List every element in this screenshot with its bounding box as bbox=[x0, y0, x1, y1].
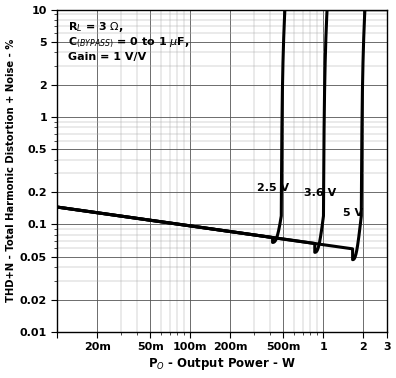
Text: 3.6 V: 3.6 V bbox=[304, 188, 337, 198]
Text: 2.5 V: 2.5 V bbox=[257, 183, 289, 193]
X-axis label: P$_O$ - Output Power - W: P$_O$ - Output Power - W bbox=[148, 356, 296, 372]
Y-axis label: THD+N - Total Harmonic Distortion + Noise - %: THD+N - Total Harmonic Distortion + Nois… bbox=[6, 39, 15, 302]
Text: 5 V: 5 V bbox=[343, 208, 364, 218]
Text: R$_L$ = 3 $\Omega$,
C$_{(BYPASS)}$ = 0 to 1 $\mu$F,
Gain = 1 V/V: R$_L$ = 3 $\Omega$, C$_{(BYPASS)}$ = 0 t… bbox=[68, 20, 190, 62]
